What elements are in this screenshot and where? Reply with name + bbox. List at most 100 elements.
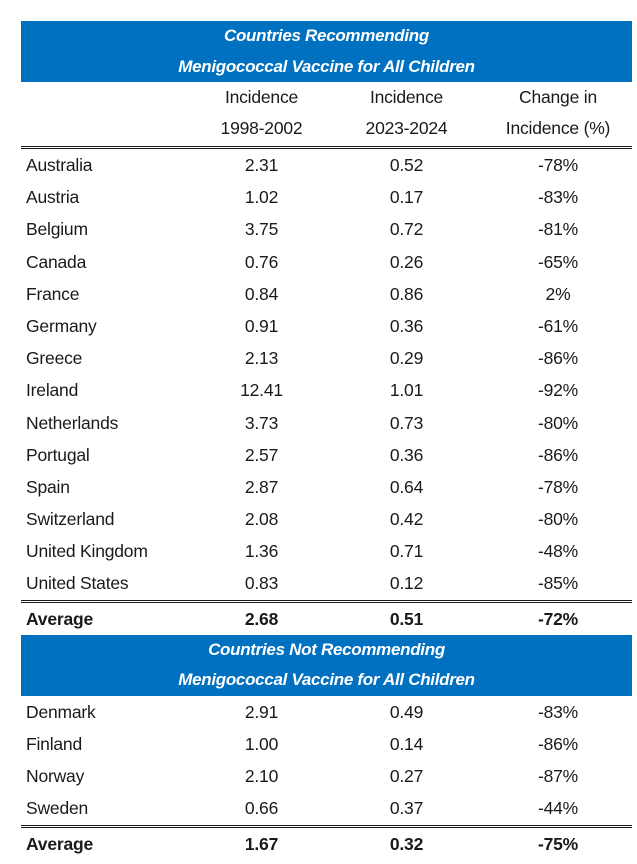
incidence-2023-cell: 0.73	[389, 412, 424, 433]
incidence-1998-cell: 0.76	[244, 251, 279, 272]
table-row: Spain 2.87 0.64 -78%	[21, 471, 632, 503]
change-cell: -80%	[537, 509, 579, 530]
incidence-2023-cell: 0.36	[389, 315, 424, 336]
country-cell: Denmark	[26, 701, 96, 722]
table-row: Belgium 3.75 0.72 -81%	[21, 213, 632, 245]
recommending-rows: Australia 2.31 0.52 -78% Austria 1.02 0.17 -83%…	[21, 149, 632, 600]
table-row: Portugal 2.57 0.36 -86%	[21, 439, 632, 471]
country-cell: France	[26, 283, 80, 304]
country-cell: Norway	[26, 766, 85, 787]
change-cell: -92%	[537, 380, 579, 401]
incidence-1998-cell: 1.00	[244, 734, 279, 754]
incidence-2023-cell: 0.26	[389, 251, 424, 272]
column-header-incidence-2023: 2023-2024	[365, 118, 448, 138]
column-header-row-2: 1998-2002 2023-2024 Incidence (%)	[21, 113, 632, 144]
column-header-incidence-1998: Incidence	[224, 87, 299, 107]
average-row-recommending: Average 2.68 0.51 -72%	[21, 603, 632, 635]
change-cell: -61%	[537, 315, 579, 336]
column-headers: Incidence Incidence Change in 1998-2002 …	[21, 82, 632, 144]
table-row: Sweden 0.66 0.37 -44%	[21, 792, 632, 824]
table-row: Germany 0.91 0.36 -61%	[21, 310, 632, 342]
incidence-1998-cell: 2.10	[244, 766, 279, 787]
incidence-1998-cell: 1.02	[244, 187, 279, 208]
incidence-2023-cell: 0.49	[389, 701, 424, 722]
change-cell: -83%	[537, 187, 579, 208]
country-cell: Spain	[26, 476, 70, 497]
incidence-2023-cell: 0.29	[389, 348, 424, 369]
incidence-2023-cell: 0.27	[389, 766, 424, 787]
incidence-2023-cell: 0.71	[389, 541, 424, 562]
country-cell: United Kingdom	[26, 541, 148, 562]
table-row: United Kingdom 1.36 0.71 -48%	[21, 535, 632, 567]
change-cell: -48%	[537, 541, 579, 562]
change-cell: 2%	[545, 283, 571, 304]
section-title-line2: Menigococcal Vaccine for All Children	[178, 670, 475, 690]
incidence-1998-cell: 3.73	[244, 412, 279, 433]
change-cell: -78%	[537, 155, 579, 175]
average-label: Average	[26, 608, 94, 629]
incidence-1998-cell: 0.83	[244, 573, 279, 594]
average-row-not-recommending: Average 1.67 0.32 -75%	[21, 828, 632, 860]
change-cell: -86%	[537, 444, 579, 465]
change-cell: -86%	[537, 734, 579, 754]
incidence-1998-cell: 2.31	[244, 155, 279, 175]
incidence-1998-cell: 3.75	[244, 219, 279, 240]
column-header-incidence-2023: Incidence	[369, 87, 444, 107]
incidence-1998-cell: 2.13	[244, 348, 279, 369]
incidence-2023-cell: 0.17	[389, 187, 424, 208]
average-divider	[21, 599, 632, 603]
country-cell: Ireland	[26, 380, 79, 401]
incidence-1998-cell: 2.08	[244, 509, 279, 530]
change-cell: -44%	[537, 798, 579, 819]
country-cell: Austria	[26, 187, 80, 208]
table-row: Finland 1.00 0.14 -86%	[21, 728, 632, 760]
country-cell: Sweden	[26, 798, 89, 819]
country-cell: Portugal	[26, 444, 90, 465]
table-row: Norway 2.10 0.27 -87%	[21, 760, 632, 792]
change-cell: -85%	[537, 573, 579, 594]
table-row: Canada 0.76 0.26 -65%	[21, 246, 632, 278]
average-change: -75%	[537, 833, 579, 854]
average-divider	[21, 824, 632, 828]
average-incidence-1998: 2.68	[244, 608, 279, 629]
incidence-2023-cell: 0.12	[389, 573, 424, 594]
average-label: Average	[26, 833, 94, 854]
incidence-2023-cell: 0.52	[389, 155, 424, 175]
change-cell: -86%	[537, 348, 579, 369]
country-cell: Canada	[26, 251, 87, 272]
incidence-2023-cell: 0.42	[389, 509, 424, 530]
incidence-1998-cell: 2.57	[244, 444, 279, 465]
incidence-2023-cell: 0.64	[389, 476, 424, 497]
table-row: Australia 2.31 0.52 -78%	[21, 149, 632, 181]
table-row: Greece 2.13 0.29 -86%	[21, 342, 632, 374]
incidence-1998-cell: 2.91	[244, 701, 279, 722]
section-header-not-recommending: Countries Not Recommending Menigococcal …	[21, 634, 632, 696]
change-cell: -80%	[537, 412, 579, 433]
table-row: United States 0.83 0.12 -85%	[21, 567, 632, 599]
table-row: Ireland 12.41 1.01 -92%	[21, 374, 632, 406]
change-cell: -87%	[537, 766, 579, 787]
column-header-change: Change in	[519, 87, 597, 107]
incidence-2023-cell: 1.01	[389, 380, 424, 401]
column-header-change: Incidence (%)	[505, 118, 611, 138]
average-change: -72%	[537, 608, 579, 629]
incidence-1998-cell: 2.87	[244, 476, 279, 497]
country-cell: United States	[26, 573, 129, 594]
country-cell: Australia	[26, 155, 93, 175]
incidence-2023-cell: 0.86	[389, 283, 424, 304]
table-row: Netherlands 3.73 0.73 -80%	[21, 407, 632, 439]
table-row: France 0.84 0.86 2%	[21, 278, 632, 310]
section-title-line1: Countries Not Recommending	[208, 639, 445, 659]
average-incidence-1998: 1.67	[244, 833, 279, 854]
section-title-line1: Countries Recommending	[224, 26, 429, 45]
incidence-2023-cell: 0.14	[389, 734, 424, 754]
average-incidence-2023: 0.51	[389, 608, 424, 629]
column-header-row-1: Incidence Incidence Change in	[21, 82, 632, 113]
incidence-1998-cell: 12.41	[240, 380, 283, 401]
header-divider	[21, 146, 632, 149]
change-cell: -78%	[537, 476, 579, 497]
change-cell: -81%	[537, 219, 579, 240]
incidence-2023-cell: 0.72	[389, 219, 424, 240]
column-header-country	[21, 82, 194, 113]
incidence-2023-cell: 0.36	[389, 444, 424, 465]
